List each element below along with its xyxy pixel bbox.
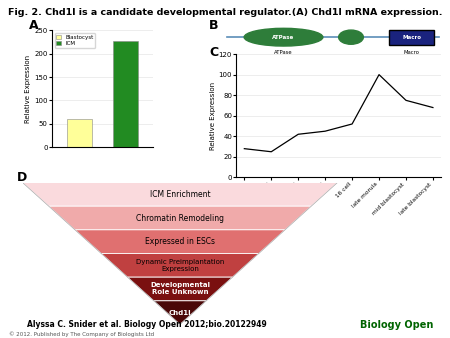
Polygon shape: [49, 206, 311, 230]
Text: © 2012. Published by The Company of Biologists Ltd: © 2012. Published by The Company of Biol…: [9, 331, 154, 337]
Text: C: C: [209, 46, 218, 59]
Text: ATPase: ATPase: [274, 50, 293, 55]
Text: Chd1l: Chd1l: [169, 310, 191, 316]
Y-axis label: Relative Expression: Relative Expression: [25, 55, 32, 123]
Text: Fig. 2. Chd1l is a candidate developmental regulator.(A) Chd1l mRNA expression.: Fig. 2. Chd1l is a candidate development…: [8, 8, 442, 18]
Text: B: B: [209, 19, 219, 32]
Polygon shape: [75, 230, 285, 254]
Polygon shape: [101, 254, 259, 277]
Text: Alyssa C. Snider et al. Biology Open 2012;bio.20122949: Alyssa C. Snider et al. Biology Open 201…: [27, 319, 267, 329]
Text: Chromatin Remodeling: Chromatin Remodeling: [136, 214, 224, 222]
Text: Macro: Macro: [404, 50, 420, 55]
FancyBboxPatch shape: [389, 30, 434, 45]
Text: Macro: Macro: [402, 35, 421, 40]
Text: ATPase: ATPase: [272, 35, 295, 40]
Polygon shape: [154, 301, 206, 324]
Text: Biology Open: Biology Open: [360, 319, 433, 330]
Text: Dynamic Preimplantation
Expression: Dynamic Preimplantation Expression: [136, 259, 224, 272]
Polygon shape: [22, 183, 338, 206]
Text: A: A: [29, 19, 39, 32]
Y-axis label: Relative Expression: Relative Expression: [210, 82, 216, 150]
Ellipse shape: [338, 30, 364, 44]
Ellipse shape: [244, 28, 323, 46]
Polygon shape: [127, 277, 233, 301]
Bar: [113, 41, 138, 147]
Text: Developmental
Role Unknown: Developmental Role Unknown: [150, 283, 210, 295]
Text: D: D: [17, 171, 27, 184]
Text: ICM Enrichment: ICM Enrichment: [150, 190, 210, 199]
Bar: [67, 119, 92, 147]
Legend: Blastocyst, ICM: Blastocyst, ICM: [54, 33, 95, 48]
Text: Expressed in ESCs: Expressed in ESCs: [145, 237, 215, 246]
